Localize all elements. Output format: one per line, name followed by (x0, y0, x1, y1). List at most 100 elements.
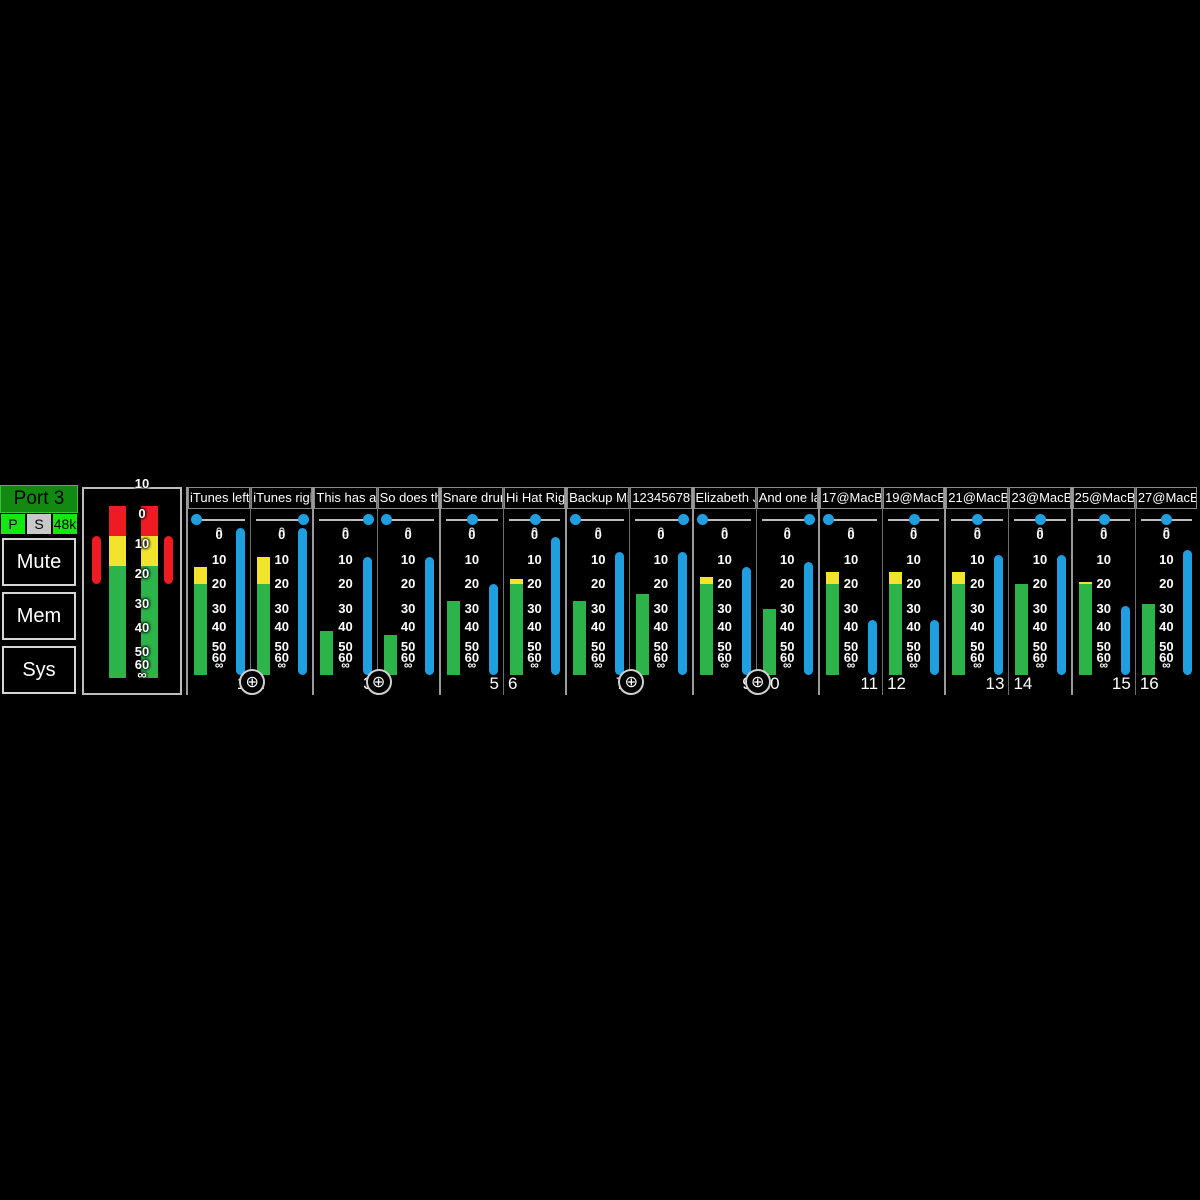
db-scale-12: 0 10 20 30 40 50 60 ∞ (897, 527, 931, 675)
mem-button[interactable]: Mem (2, 592, 76, 640)
fader-2[interactable] (298, 527, 308, 675)
pan-slider-6[interactable] (508, 514, 561, 525)
pan-slider-14[interactable] (1014, 514, 1066, 525)
fader-15[interactable] (1120, 606, 1130, 675)
pan-knob-icon[interactable] (570, 514, 582, 525)
mute-button[interactable]: Mute (2, 538, 76, 586)
db-label: 10 (590, 551, 606, 567)
channel-name-9[interactable]: Elizabeth J (693, 487, 756, 509)
meter-green-segment (509, 583, 523, 675)
fader-3[interactable] (362, 557, 372, 675)
fader-4[interactable] (424, 557, 434, 675)
channel-name-11[interactable]: 17@MacBo (819, 487, 883, 509)
link-button-9-10[interactable]: ⊕ (744, 669, 771, 695)
pan-slider-8[interactable] (635, 514, 689, 525)
pan-slider-9[interactable] (696, 514, 751, 525)
pan-slider-2[interactable] (256, 514, 310, 525)
pan-slider-4[interactable] (380, 514, 434, 525)
db-label: 60 (400, 649, 416, 665)
master-seg-red (109, 506, 126, 537)
pan-knob-icon[interactable] (677, 514, 689, 525)
pan-knob-icon[interactable] (1161, 514, 1173, 525)
db-label: 50 (211, 639, 227, 654)
db-label: ∞ (909, 657, 918, 672)
channel-name-15[interactable]: 25@MacBo (1072, 487, 1135, 509)
pan-knob-icon[interactable] (298, 514, 310, 525)
phantom-button[interactable]: P (0, 513, 26, 535)
fader-13[interactable] (994, 554, 1004, 675)
fader-14[interactable] (1056, 554, 1066, 675)
channel-name-16[interactable]: 27@MacBo (1135, 487, 1197, 509)
db-label: ∞ (1035, 657, 1045, 672)
pan-knob-icon[interactable] (191, 514, 202, 525)
pan-slider-16[interactable] (1140, 514, 1192, 525)
fader-8[interactable] (677, 552, 687, 675)
channel-name-13[interactable]: 21@MacBo (946, 487, 1009, 509)
pan-slider-13[interactable] (951, 514, 1004, 525)
pan-knob-icon[interactable] (380, 514, 392, 525)
db-label: 60 (970, 649, 985, 665)
pan-slider-7[interactable] (570, 514, 625, 525)
fader-16[interactable] (1183, 549, 1192, 675)
db-label: 10 (717, 551, 732, 567)
pan-knob-icon[interactable] (1035, 514, 1047, 525)
pan-slider-15[interactable] (1077, 514, 1130, 525)
pan-knob-icon[interactable] (529, 514, 541, 525)
pan-slider-12[interactable] (888, 514, 940, 525)
channel-name-5[interactable]: Snare drum (440, 487, 503, 509)
channel-name-4[interactable]: So does thi (377, 487, 439, 509)
pan-slider-10[interactable] (761, 514, 815, 525)
master-scale-label: 10 (134, 536, 150, 552)
link-button-1-2[interactable]: ⊕ (239, 669, 266, 695)
db-label: 30 (906, 600, 921, 616)
pan-knob-icon[interactable] (362, 514, 374, 525)
channel-name-12[interactable]: 19@MacBo (883, 487, 945, 509)
pan-value-1: 0 (215, 525, 223, 539)
solo-button[interactable]: S (26, 513, 52, 535)
fader-12[interactable] (930, 619, 940, 675)
channel-name-6[interactable]: Hi Hat Right (503, 487, 566, 509)
pan-slider-5[interactable] (445, 514, 498, 525)
channel-name-8[interactable]: 123456789 (630, 487, 692, 509)
channel-name-2[interactable]: iTunes righ (251, 487, 313, 509)
link-button-7-8[interactable]: ⊕ (618, 669, 645, 695)
master-scale-label: 50 (134, 643, 150, 659)
level-meter-12 (889, 571, 903, 675)
master-meter-panel: 10 0 10 20 30 40 50 60 ∞ (82, 476, 182, 695)
channel-name-14[interactable]: 23@MacBo (1009, 487, 1071, 509)
pan-slider-1[interactable] (191, 514, 246, 525)
pan-knob-icon[interactable] (466, 514, 478, 525)
samplerate-button[interactable]: 48k (52, 513, 78, 535)
pan-knob-icon[interactable] (803, 514, 815, 525)
level-meter-1 (194, 566, 207, 675)
db-label: ∞ (1162, 657, 1171, 672)
fader-11[interactable] (868, 619, 878, 675)
pan-knob-icon[interactable] (822, 514, 834, 525)
pan-slider-3[interactable] (319, 514, 374, 525)
pan-knob-icon[interactable] (1098, 514, 1110, 525)
db-label: 10 (1159, 551, 1174, 567)
channel-name-10[interactable]: And one las (756, 487, 818, 509)
fader-5[interactable] (488, 584, 498, 675)
channel-name-7[interactable]: Backup Mic (567, 487, 630, 509)
fader-7[interactable] (615, 552, 625, 675)
pan-slider-11[interactable] (822, 514, 878, 525)
link-button-3-4[interactable]: ⊕ (365, 669, 392, 695)
channel-name-3[interactable]: This has a l (314, 487, 377, 509)
channel-name-1[interactable]: iTunes left (188, 487, 251, 509)
fader-6[interactable] (551, 537, 561, 675)
fader-9[interactable] (741, 566, 751, 675)
db-label: 0 (215, 527, 223, 542)
fader-10[interactable] (803, 561, 813, 675)
pan-knob-icon[interactable] (972, 514, 984, 525)
pan-knob-icon[interactable] (696, 514, 708, 525)
pan-knob-icon[interactable] (908, 514, 920, 525)
db-label: 0 (1162, 527, 1171, 542)
sys-button[interactable]: Sys (2, 646, 76, 694)
fader-1[interactable] (236, 527, 246, 675)
db-label: 0 (973, 527, 981, 542)
meter-green-segment (1141, 603, 1155, 675)
